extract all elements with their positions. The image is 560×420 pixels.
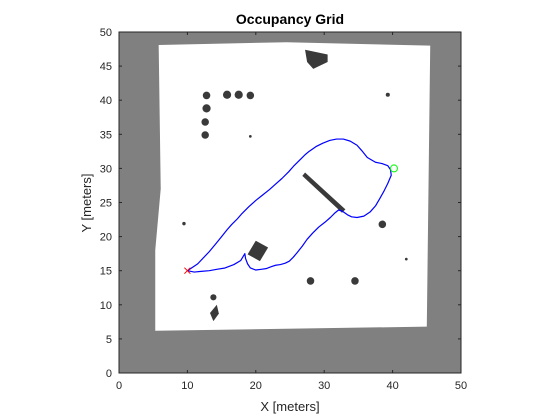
obstacle-2: [234, 90, 243, 99]
path-series-0: [187, 138, 392, 273]
obstacle-12: [248, 134, 252, 138]
obstacle-3: [246, 91, 255, 100]
obstacle-9: [351, 277, 359, 285]
obstacles-layer: [182, 49, 408, 322]
obstacle-7: [378, 220, 387, 229]
obstacle-5: [201, 118, 209, 126]
y-tick-label: 15: [100, 266, 112, 278]
goal-marker: [389, 164, 398, 173]
obstacle-15: [302, 172, 346, 213]
free-space-region: [155, 42, 431, 331]
plot-area: [119, 32, 461, 373]
y-tick-label: 20: [100, 232, 112, 244]
chart-title: Occupancy Grid: [236, 11, 344, 27]
obstacle-4: [202, 104, 211, 113]
obstacle-14: [404, 257, 408, 261]
start-marker: [184, 267, 191, 275]
y-tick-label: 40: [100, 95, 112, 107]
y-tick-label: 45: [100, 61, 112, 73]
obstacle-13: [182, 221, 186, 226]
markers-layer: [184, 164, 398, 275]
x-tick-label: 20: [250, 380, 262, 392]
obstacle-17: [305, 49, 328, 69]
obstacle-6: [201, 131, 209, 139]
obstacle-16: [247, 240, 269, 262]
y-tick-label: 5: [106, 334, 112, 346]
y-tick-label: 50: [100, 27, 112, 39]
y-tick-label: 25: [100, 198, 112, 210]
x-tick-label: 40: [386, 380, 398, 392]
x-tick-label: 50: [455, 380, 467, 392]
paths-layer: [187, 138, 392, 273]
obstacle-18: [209, 304, 219, 322]
y-axis-label: Y [meters]: [79, 173, 94, 232]
x-tick-label: 10: [181, 380, 193, 392]
obstacle-0: [202, 91, 211, 100]
y-tick-label: 0: [106, 368, 112, 380]
x-tick-label: 0: [116, 380, 122, 392]
y-tick-label: 10: [100, 300, 112, 312]
x-tick-label: 30: [318, 380, 330, 392]
y-tick-label: 30: [100, 163, 112, 175]
obstacle-8: [306, 277, 315, 285]
obstacle-10: [210, 294, 217, 301]
x-axis-label: X [meters]: [260, 399, 319, 414]
y-tick-label: 35: [100, 129, 112, 141]
obstacle-11: [385, 92, 390, 97]
y-axis-ticks: 0 5 10 15 20 25 30 35 40 45 50: [100, 27, 461, 380]
obstacle-1: [222, 90, 232, 99]
